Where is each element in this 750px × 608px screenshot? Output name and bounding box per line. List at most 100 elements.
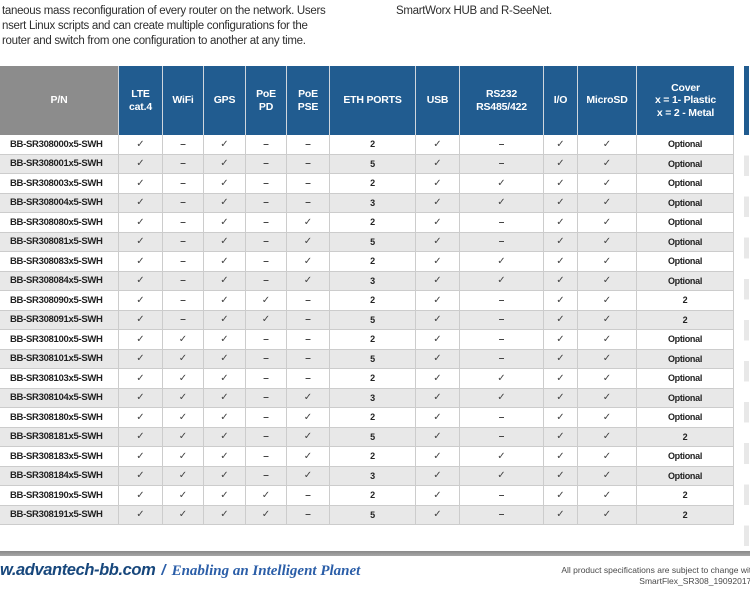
cover-cell: 2 — [637, 291, 734, 311]
pn-cell: BB-SR308100x5-SWH — [0, 330, 119, 350]
poe-pse-cell: ✓ — [287, 252, 330, 272]
eth-ports-cell: 2 — [330, 174, 416, 194]
rs232-rs485-cell: ✓ — [460, 466, 544, 486]
table-row: BB-SR308184x5-SWH ✓ ✓ ✓ – ✓ 3 ✓ ✓ ✓ ✓ Optional — [0, 466, 734, 486]
rs232-rs485-cell: – — [460, 330, 544, 350]
table-row: BB-SR308080x5-SWH ✓ – ✓ – ✓ 2 ✓ – ✓ ✓ Optional — [0, 213, 734, 233]
table-row: BB-SR308003x5-SWH ✓ – ✓ – –2 ✓ ✓ ✓ ✓ Optional — [0, 174, 734, 194]
usb-cell: ✓ — [416, 447, 460, 467]
microsd-cell: ✓ — [578, 408, 637, 428]
io-cell: ✓ — [544, 252, 578, 272]
microsd-cell: ✓ — [578, 232, 637, 252]
lte-cat4-cell: ✓ — [119, 447, 163, 467]
gps-cell: ✓ — [204, 213, 246, 233]
microsd-cell: ✓ — [578, 466, 637, 486]
poe-pd-cell: ✓ — [246, 310, 287, 330]
lte-cat4-cell: ✓ — [119, 291, 163, 311]
eth-ports-cell: 3 — [330, 193, 416, 213]
pn-cell: BB-SR308101x5-SWH — [0, 349, 119, 369]
gps-cell: ✓ — [204, 447, 246, 467]
usb-cell: ✓ — [416, 271, 460, 291]
pn-cell: BB-SR308190x5-SWH — [0, 486, 119, 506]
io-cell: ✓ — [544, 291, 578, 311]
pn-cell: BB-SR308004x5-SWH — [0, 193, 119, 213]
rs232-rs485-cell: – — [460, 213, 544, 233]
usb-cell: ✓ — [416, 252, 460, 272]
cover-cell: Optional — [637, 154, 734, 174]
io-cell: ✓ — [544, 427, 578, 447]
gps-cell: ✓ — [204, 349, 246, 369]
eth-ports-cell: 5 — [330, 310, 416, 330]
rs232-rs485-cell: ✓ — [460, 388, 544, 408]
pn-cell: BB-SR308103x5-SWH — [0, 369, 119, 389]
table-row: BB-SR308103x5-SWH ✓ ✓ ✓ – –2 ✓ ✓ ✓ ✓ Optional — [0, 369, 734, 389]
wifi-cell: – — [163, 193, 204, 213]
poe-pse-cell: ✓ — [287, 447, 330, 467]
eth-ports-cell: 2 — [330, 330, 416, 350]
microsd-cell: ✓ — [578, 154, 637, 174]
table-row: BB-SR308191x5-SWH ✓ ✓ ✓ ✓ –5 ✓ – ✓ ✓ 2 — [0, 505, 734, 525]
gps-cell: ✓ — [204, 427, 246, 447]
gps-cell: ✓ — [204, 466, 246, 486]
pn-cell: BB-SR308000x5-SWH — [0, 135, 119, 155]
wifi-cell: ✓ — [163, 466, 204, 486]
rs232-rs485-cell: ✓ — [460, 252, 544, 272]
gps-cell: ✓ — [204, 174, 246, 194]
cover-cell: Optional — [637, 369, 734, 389]
footer-website-link[interactable]: w.advantech-bb.com — [0, 561, 156, 579]
footer-branding: w.advantech-bb.com / Enabling an Intellige… — [0, 561, 360, 580]
column-header-rs232-rs485: RS232 RS485/422 — [460, 66, 544, 135]
cover-cell: Optional — [637, 466, 734, 486]
eth-ports-cell: 3 — [330, 388, 416, 408]
io-cell: ✓ — [544, 408, 578, 428]
wifi-cell: – — [163, 252, 204, 272]
io-cell: ✓ — [544, 349, 578, 369]
pn-cell: BB-SR308081x5-SWH — [0, 232, 119, 252]
wifi-cell: – — [163, 135, 204, 155]
adjacent-table-rows-edge — [744, 135, 749, 546]
cover-cell: Optional — [637, 135, 734, 155]
pn-cell: BB-SR308083x5-SWH — [0, 252, 119, 272]
eth-ports-cell: 2 — [330, 369, 416, 389]
column-header-microsd: MicroSD — [578, 66, 637, 135]
poe-pse-cell: ✓ — [287, 427, 330, 447]
wifi-cell: – — [163, 291, 204, 311]
wifi-cell: ✓ — [163, 330, 204, 350]
rs232-rs485-cell: – — [460, 135, 544, 155]
cover-cell: Optional — [637, 213, 734, 233]
io-cell: ✓ — [544, 505, 578, 525]
io-cell: ✓ — [544, 174, 578, 194]
rs232-rs485-cell: – — [460, 408, 544, 428]
lte-cat4-cell: ✓ — [119, 232, 163, 252]
microsd-cell: ✓ — [578, 427, 637, 447]
lte-cat4-cell: ✓ — [119, 271, 163, 291]
cover-cell: Optional — [637, 174, 734, 194]
rs232-rs485-cell: – — [460, 310, 544, 330]
lte-cat4-cell: ✓ — [119, 135, 163, 155]
poe-pd-cell: – — [246, 408, 287, 428]
lte-cat4-cell: ✓ — [119, 369, 163, 389]
eth-ports-cell: 2 — [330, 447, 416, 467]
lte-cat4-cell: ✓ — [119, 193, 163, 213]
column-header-cover: Cover x = 1- Plastic x = 2 - Metal — [637, 66, 734, 135]
table-row: BB-SR308180x5-SWH ✓ ✓ ✓ – ✓ 2 ✓ – ✓ ✓ Optional — [0, 408, 734, 428]
poe-pd-cell: ✓ — [246, 505, 287, 525]
microsd-cell: ✓ — [578, 271, 637, 291]
table-row: BB-SR308100x5-SWH ✓ ✓ ✓ – –2 ✓ – ✓ ✓ Optional — [0, 330, 734, 350]
usb-cell: ✓ — [416, 388, 460, 408]
table-row: BB-SR308181x5-SWH ✓ ✓ ✓ – ✓ 5 ✓ – ✓ ✓ 2 — [0, 427, 734, 447]
microsd-cell: ✓ — [578, 349, 637, 369]
spec-table-body: BB-SR308000x5-SWH ✓ – ✓ – –2 ✓ – ✓ ✓ Optional BB-SR… — [0, 135, 734, 525]
cover-cell: Optional — [637, 349, 734, 369]
lte-cat4-cell: ✓ — [119, 310, 163, 330]
usb-cell: ✓ — [416, 135, 460, 155]
table-row: BB-SR308083x5-SWH ✓ – ✓ – ✓ 2 ✓ ✓ ✓ ✓ Optional — [0, 252, 734, 272]
cover-cell: 2 — [637, 486, 734, 506]
gps-cell: ✓ — [204, 486, 246, 506]
poe-pd-cell: – — [246, 135, 287, 155]
cover-cell: Optional — [637, 252, 734, 272]
rs232-rs485-cell: – — [460, 291, 544, 311]
poe-pd-cell: – — [246, 213, 287, 233]
table-row: BB-SR308104x5-SWH ✓ ✓ ✓ – ✓ 3 ✓ ✓ ✓ ✓ Optional — [0, 388, 734, 408]
io-cell: ✓ — [544, 486, 578, 506]
